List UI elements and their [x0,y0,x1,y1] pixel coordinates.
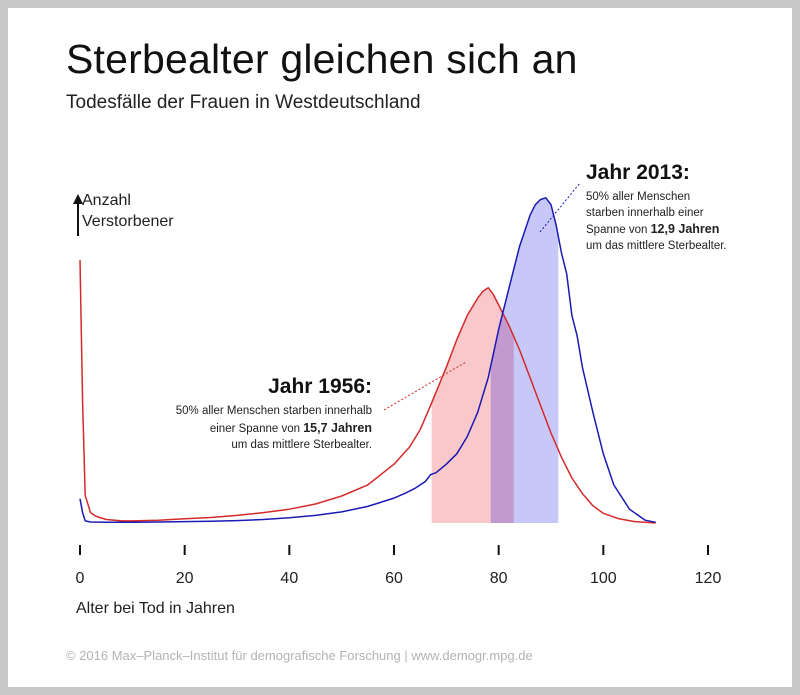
y-axis-label-line1: Anzahl [82,192,131,209]
interval-bands [431,198,559,523]
annotation-1956-line2-prefix: einer Spanne von [210,423,303,435]
series-line-jahr-2013 [79,197,656,524]
annotation-2013-line2: starben innerhalb einer [586,207,704,219]
x-tick-label-60: 60 [385,570,403,587]
x-axis-label: Alter bei Tod in Jahren [76,600,235,617]
band-overlap [490,313,514,523]
x-tick-label-20: 20 [176,570,194,587]
leader-line-2013 [539,182,581,233]
annotation-2013-line1: 50% aller Menschen [586,191,690,203]
annotation-2013: Jahr 2013: 50% aller Menschen starben in… [586,161,727,252]
x-tick-label-80: 80 [490,570,508,587]
x-tick-label-100: 100 [590,570,617,587]
annotation-1956-title: Jahr 1956: [268,375,372,398]
x-tick-label-120: 120 [695,570,722,587]
series-line-jahr-1956 [79,259,656,524]
footer-credit: © 2016 Max–Planck–Institut für demografi… [66,648,533,663]
series-lines [79,197,656,524]
annotation-2013-line4: um das mittlere Sterbealter. [586,240,727,252]
x-axis-ticks: 0 20 40 60 80 100 120 [76,545,722,587]
annotation-1956: Jahr 1956: 50% aller Menschen starben in… [176,375,372,451]
annotation-1956-line2: einer Spanne von 15,7 Jahren [210,421,372,435]
annotation-1956-line1: 50% aller Menschen starben innerhalb [176,405,372,417]
annotation-1956-line2-bold: 15,7 Jahren [303,421,372,435]
annotation-1956-line3: um das mittlere Sterbealter. [231,439,372,451]
annotation-2013-line3-prefix: Spanne von [586,224,651,236]
figure-card [8,8,792,687]
y-axis-label: Anzahl Verstorbener [82,190,174,232]
chart-title: Sterbealter gleichen sich an [66,36,578,82]
annotation-2013-line3: Spanne von 12,9 Jahren [586,222,719,236]
annotation-2013-title: Jahr 2013: [586,161,690,184]
x-tick-label-40: 40 [280,570,298,587]
chart-subtitle: Todesfälle der Frauen in Westdeutschland [66,92,421,113]
annotation-2013-line3-bold: 12,9 Jahren [651,222,720,236]
x-tick-label-0: 0 [76,570,85,587]
y-axis-label-line2: Verstorbener [82,213,174,230]
y-axis-arrow-icon [73,194,83,236]
